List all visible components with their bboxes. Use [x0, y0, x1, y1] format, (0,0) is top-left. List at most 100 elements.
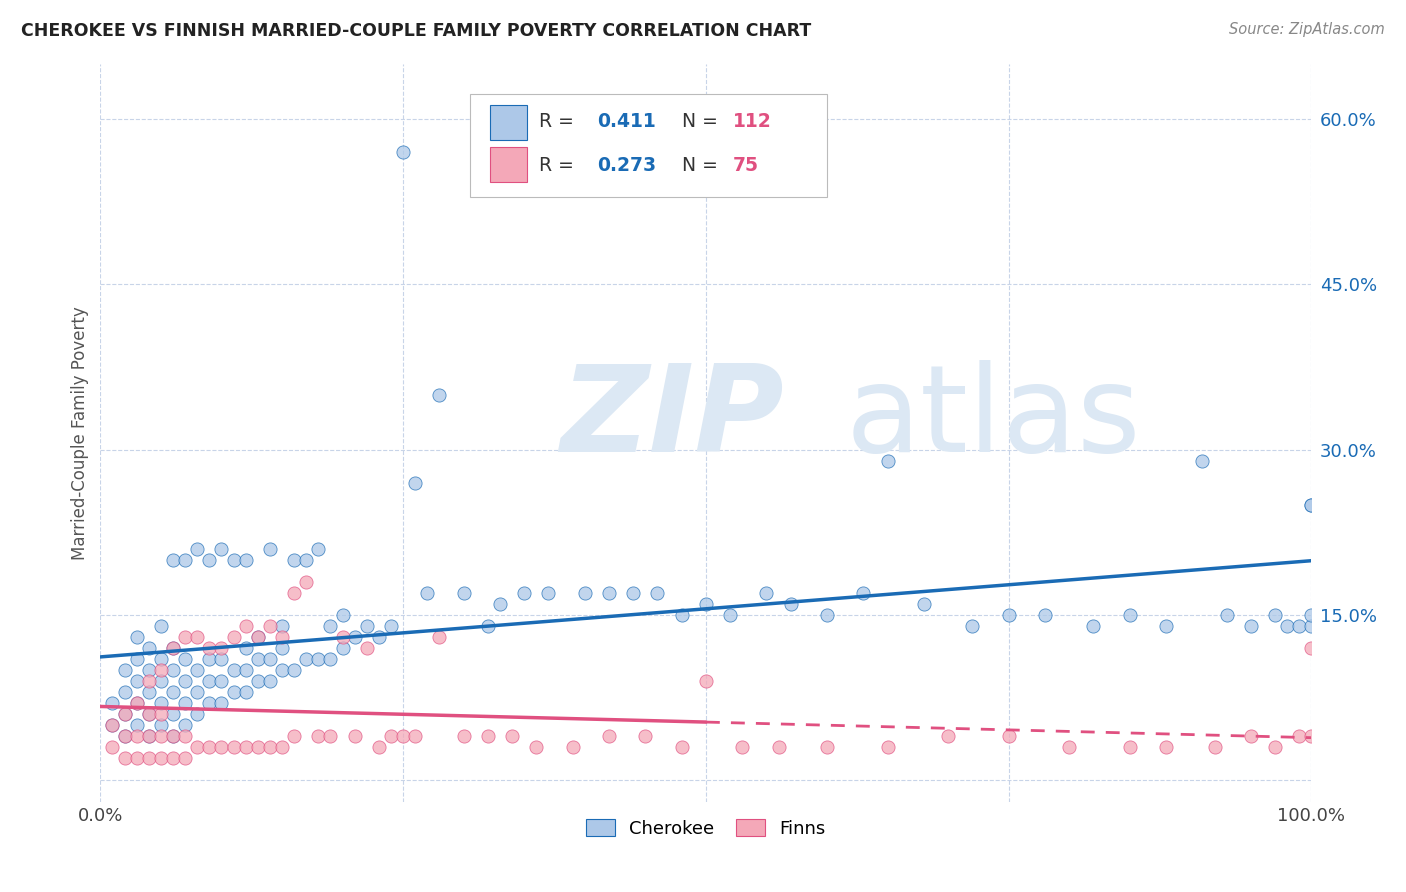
Point — [768, 740, 790, 755]
Point — [1057, 740, 1080, 755]
Point — [392, 729, 415, 743]
Point — [997, 729, 1019, 743]
Point — [211, 674, 233, 689]
Text: N =: N = — [682, 112, 724, 131]
Point — [392, 145, 415, 160]
Point — [695, 674, 717, 689]
Point — [319, 652, 342, 666]
Text: Source: ZipAtlas.com: Source: ZipAtlas.com — [1229, 22, 1385, 37]
Point — [235, 553, 257, 567]
Point — [125, 652, 148, 666]
Point — [815, 740, 838, 755]
Point — [295, 652, 318, 666]
Text: 75: 75 — [733, 156, 759, 175]
Point — [271, 663, 294, 677]
Point — [149, 619, 172, 633]
Point — [271, 640, 294, 655]
Point — [1288, 619, 1310, 633]
Point — [114, 729, 136, 743]
Point — [162, 751, 184, 765]
Point — [235, 640, 257, 655]
Point — [332, 640, 354, 655]
Point — [149, 718, 172, 732]
Point — [295, 553, 318, 567]
Point — [283, 729, 305, 743]
Point — [114, 729, 136, 743]
Point — [186, 541, 208, 556]
Point — [404, 475, 426, 490]
Point — [222, 663, 245, 677]
Point — [416, 586, 439, 600]
Point — [222, 630, 245, 644]
Point — [149, 674, 172, 689]
Point — [1191, 453, 1213, 467]
Point — [1264, 607, 1286, 622]
Point — [246, 740, 269, 755]
Point — [343, 630, 366, 644]
Point — [174, 729, 197, 743]
Text: atlas: atlas — [845, 359, 1140, 477]
Point — [852, 586, 875, 600]
Point — [149, 652, 172, 666]
Point — [1301, 607, 1323, 622]
Point — [211, 541, 233, 556]
Point — [271, 619, 294, 633]
Point — [198, 740, 221, 755]
Text: ZIP: ZIP — [561, 359, 785, 477]
Text: R =: R = — [538, 156, 579, 175]
Point — [138, 729, 160, 743]
Point — [174, 652, 197, 666]
Point — [174, 553, 197, 567]
Point — [429, 387, 451, 401]
Point — [962, 619, 984, 633]
Point — [125, 729, 148, 743]
Point — [125, 751, 148, 765]
Point — [574, 586, 596, 600]
Point — [598, 586, 620, 600]
Text: CHEROKEE VS FINNISH MARRIED-COUPLE FAMILY POVERTY CORRELATION CHART: CHEROKEE VS FINNISH MARRIED-COUPLE FAMIL… — [21, 22, 811, 40]
Point — [125, 696, 148, 710]
Point — [101, 718, 124, 732]
Point — [319, 619, 342, 633]
Point — [695, 597, 717, 611]
Point — [101, 740, 124, 755]
Point — [283, 663, 305, 677]
Point — [367, 740, 389, 755]
Point — [561, 740, 583, 755]
Point — [477, 619, 499, 633]
Point — [1240, 729, 1263, 743]
Point — [453, 729, 475, 743]
Text: 0.411: 0.411 — [598, 112, 655, 131]
Point — [501, 729, 523, 743]
Point — [114, 707, 136, 722]
Point — [1301, 729, 1323, 743]
Point — [1301, 498, 1323, 512]
Point — [1215, 607, 1237, 622]
Point — [367, 630, 389, 644]
Point — [222, 740, 245, 755]
Point — [211, 740, 233, 755]
Point — [1083, 619, 1105, 633]
Point — [1119, 740, 1142, 755]
Point — [186, 630, 208, 644]
Point — [114, 751, 136, 765]
Point — [211, 696, 233, 710]
FancyBboxPatch shape — [470, 94, 827, 197]
Point — [125, 696, 148, 710]
Point — [634, 729, 657, 743]
Point — [162, 663, 184, 677]
Point — [271, 740, 294, 755]
Point — [125, 674, 148, 689]
Point — [235, 740, 257, 755]
Point — [489, 597, 512, 611]
Text: R =: R = — [538, 112, 579, 131]
Point — [271, 630, 294, 644]
Point — [138, 640, 160, 655]
Point — [259, 619, 281, 633]
Point — [380, 729, 402, 743]
Point — [138, 674, 160, 689]
Point — [149, 707, 172, 722]
Point — [162, 685, 184, 699]
Point — [174, 674, 197, 689]
Point — [295, 574, 318, 589]
